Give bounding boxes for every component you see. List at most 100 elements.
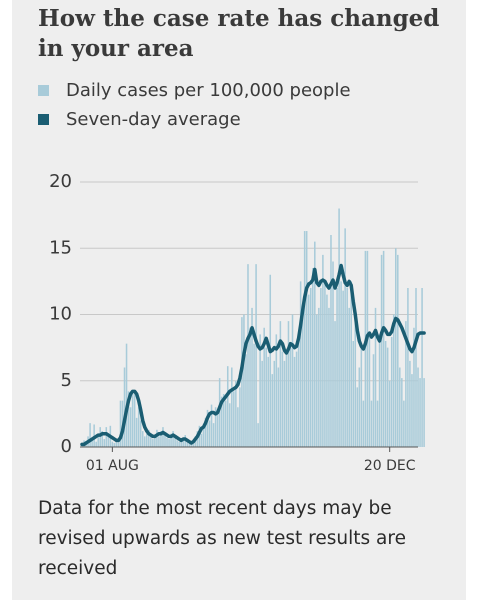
bar: [368, 334, 371, 447]
bar: [342, 290, 344, 447]
bar: [139, 420, 142, 447]
bar: [403, 400, 405, 447]
bar: [148, 429, 150, 447]
bar: [206, 409, 209, 447]
bar: [392, 314, 395, 447]
bar: [255, 264, 257, 447]
bar: [204, 417, 207, 447]
bar: [374, 307, 377, 447]
bar: [358, 367, 361, 447]
bar: [297, 341, 300, 447]
bar: [162, 427, 164, 447]
bar: [150, 435, 152, 447]
bar: [285, 354, 288, 447]
bar: [164, 435, 166, 447]
bar: [394, 248, 397, 447]
bar: [320, 288, 322, 447]
bar: [239, 387, 241, 447]
bar: [89, 423, 91, 447]
bar: [200, 433, 203, 447]
bar: [279, 321, 282, 447]
panel: [12, 0, 466, 600]
bar: [364, 250, 367, 447]
bar: [283, 360, 286, 447]
bar: [137, 407, 140, 447]
legend-swatch: [38, 113, 49, 125]
bar: [352, 341, 355, 447]
legend-item: Daily cases per 100,000 people: [38, 78, 351, 102]
bar: [338, 208, 340, 447]
x-tick-label: 01 AUG: [86, 458, 139, 474]
bar: [233, 391, 235, 447]
bar: [101, 431, 104, 447]
bar: [287, 321, 290, 447]
bar: [222, 394, 225, 447]
bar: [170, 433, 172, 447]
bar: [143, 436, 146, 447]
bar: [384, 341, 387, 447]
bar: [332, 261, 334, 447]
bar: [413, 327, 415, 447]
bar: [245, 354, 247, 447]
bar: [324, 281, 326, 447]
bar: [309, 288, 312, 447]
bar: [334, 321, 336, 447]
legend-label: Seven-day average: [66, 108, 241, 130]
bar: [390, 337, 393, 447]
bar: [224, 400, 227, 447]
bar: [105, 427, 108, 447]
bar: [198, 425, 201, 447]
bar: [251, 307, 253, 447]
bar: [291, 314, 294, 447]
bar: [212, 423, 215, 447]
bar: [269, 274, 272, 447]
bar: [146, 433, 148, 447]
bar: [91, 440, 93, 447]
bar: [220, 396, 223, 447]
bar: [407, 288, 409, 447]
y-tick-label: 0: [61, 436, 72, 457]
bar: [186, 441, 189, 447]
bar: [388, 380, 391, 447]
bar: [168, 439, 170, 447]
bar: [326, 294, 328, 447]
footnote: Data for the most recent days may be rev…: [38, 498, 406, 579]
bar: [401, 378, 403, 447]
bar: [265, 347, 267, 447]
bar: [314, 241, 316, 447]
bar: [141, 431, 144, 447]
bar: [362, 400, 365, 447]
bar: [235, 380, 237, 447]
bar: [405, 321, 407, 447]
bar: [210, 404, 213, 447]
bar: [152, 439, 154, 447]
bar: [311, 268, 314, 447]
bar: [99, 427, 101, 447]
bar: [117, 440, 120, 447]
bar: [417, 367, 419, 447]
bar: [322, 254, 324, 447]
bar: [370, 400, 373, 447]
bar: [176, 440, 178, 447]
legend-item: Seven-day average: [38, 107, 241, 131]
bar: [257, 423, 259, 447]
bar: [348, 307, 350, 447]
bar: [356, 387, 359, 447]
bar: [156, 429, 158, 447]
y-tick-label: 20: [49, 171, 72, 192]
bar: [129, 407, 132, 447]
bar: [123, 367, 126, 447]
bar: [307, 294, 310, 447]
bar: [360, 347, 363, 447]
bar: [229, 403, 231, 447]
bar: [115, 439, 118, 447]
bar: [336, 288, 338, 447]
bar: [208, 420, 211, 447]
bar: [154, 437, 156, 447]
bar: [415, 288, 417, 447]
bar: [301, 314, 304, 447]
bar: [386, 347, 389, 447]
bar: [249, 327, 251, 447]
x-tick-label: 20 DEC: [364, 458, 416, 474]
bar: [188, 443, 191, 447]
